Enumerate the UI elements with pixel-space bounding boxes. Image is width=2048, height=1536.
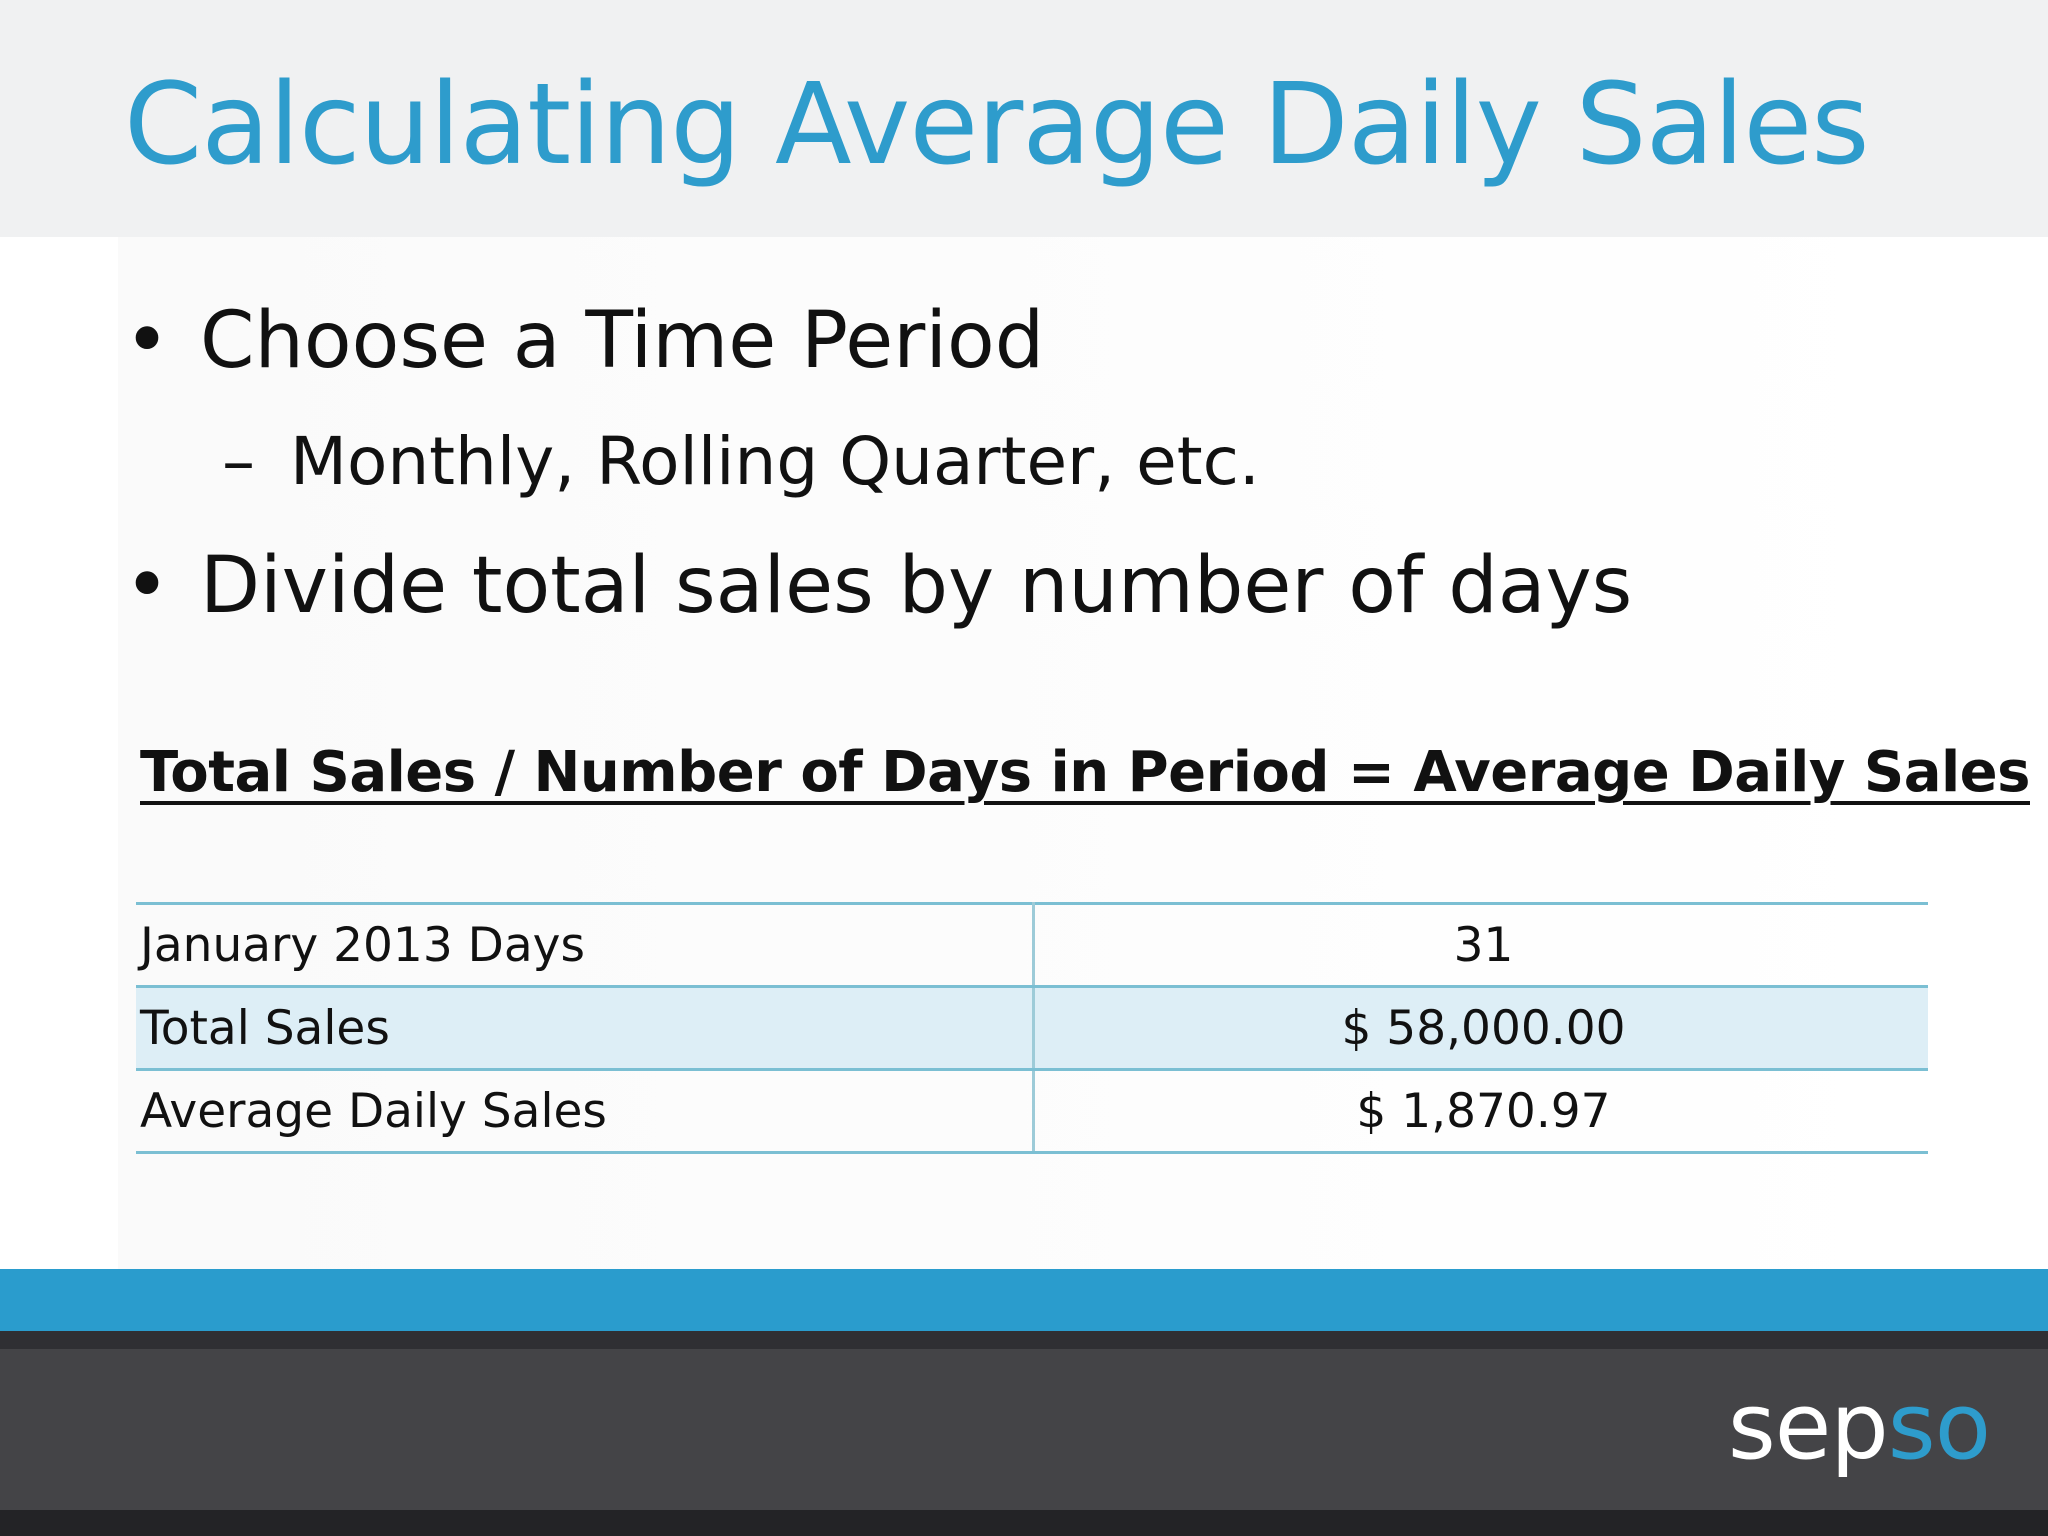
bullet-item-time-period: • Choose a Time Period (124, 296, 1044, 386)
sales-table: January 2013 Days 31 Total Sales $ 58,00… (136, 902, 1928, 1154)
sub-bullet-item: – Monthly, Rolling Quarter, etc. (222, 422, 1260, 502)
accent-band (0, 1269, 2048, 1331)
bullet-text: Divide total sales by number of days (200, 541, 1633, 631)
table-row: January 2013 Days 31 (136, 902, 1928, 988)
row-value: $ 58,000.00 (1033, 985, 1928, 1071)
title-band (0, 0, 2048, 237)
footer-bar (0, 1349, 2048, 1510)
formula-text: Total Sales / Number of Days in Period =… (140, 740, 2031, 805)
logo-text-white: sep (1727, 1373, 1889, 1480)
table-row: Total Sales $ 58,000.00 (136, 985, 1928, 1071)
row-label: Total Sales (136, 985, 1035, 1071)
bullet-marker: • (124, 541, 171, 631)
row-label: Average Daily Sales (136, 1068, 1035, 1154)
sub-bullet-text: Monthly, Rolling Quarter, etc. (290, 423, 1260, 500)
bullet-item-divide: • Divide total sales by number of days (124, 541, 1632, 631)
bottom-strip (0, 1510, 2048, 1536)
row-value: $ 1,870.97 (1033, 1068, 1928, 1154)
table-row: Average Daily Sales $ 1,870.97 (136, 1068, 1928, 1154)
row-label: January 2013 Days (136, 902, 1035, 988)
sepso-logo: sepso (1727, 1372, 1991, 1482)
bullet-text: Choose a Time Period (200, 296, 1045, 386)
footer-divider (0, 1331, 2048, 1349)
bullet-marker: • (124, 296, 171, 386)
slide-title: Calculating Average Daily Sales (124, 60, 1870, 190)
logo-text-blue: so (1887, 1373, 1991, 1480)
row-value: 31 (1033, 902, 1928, 988)
sub-bullet-marker: – (222, 423, 255, 500)
